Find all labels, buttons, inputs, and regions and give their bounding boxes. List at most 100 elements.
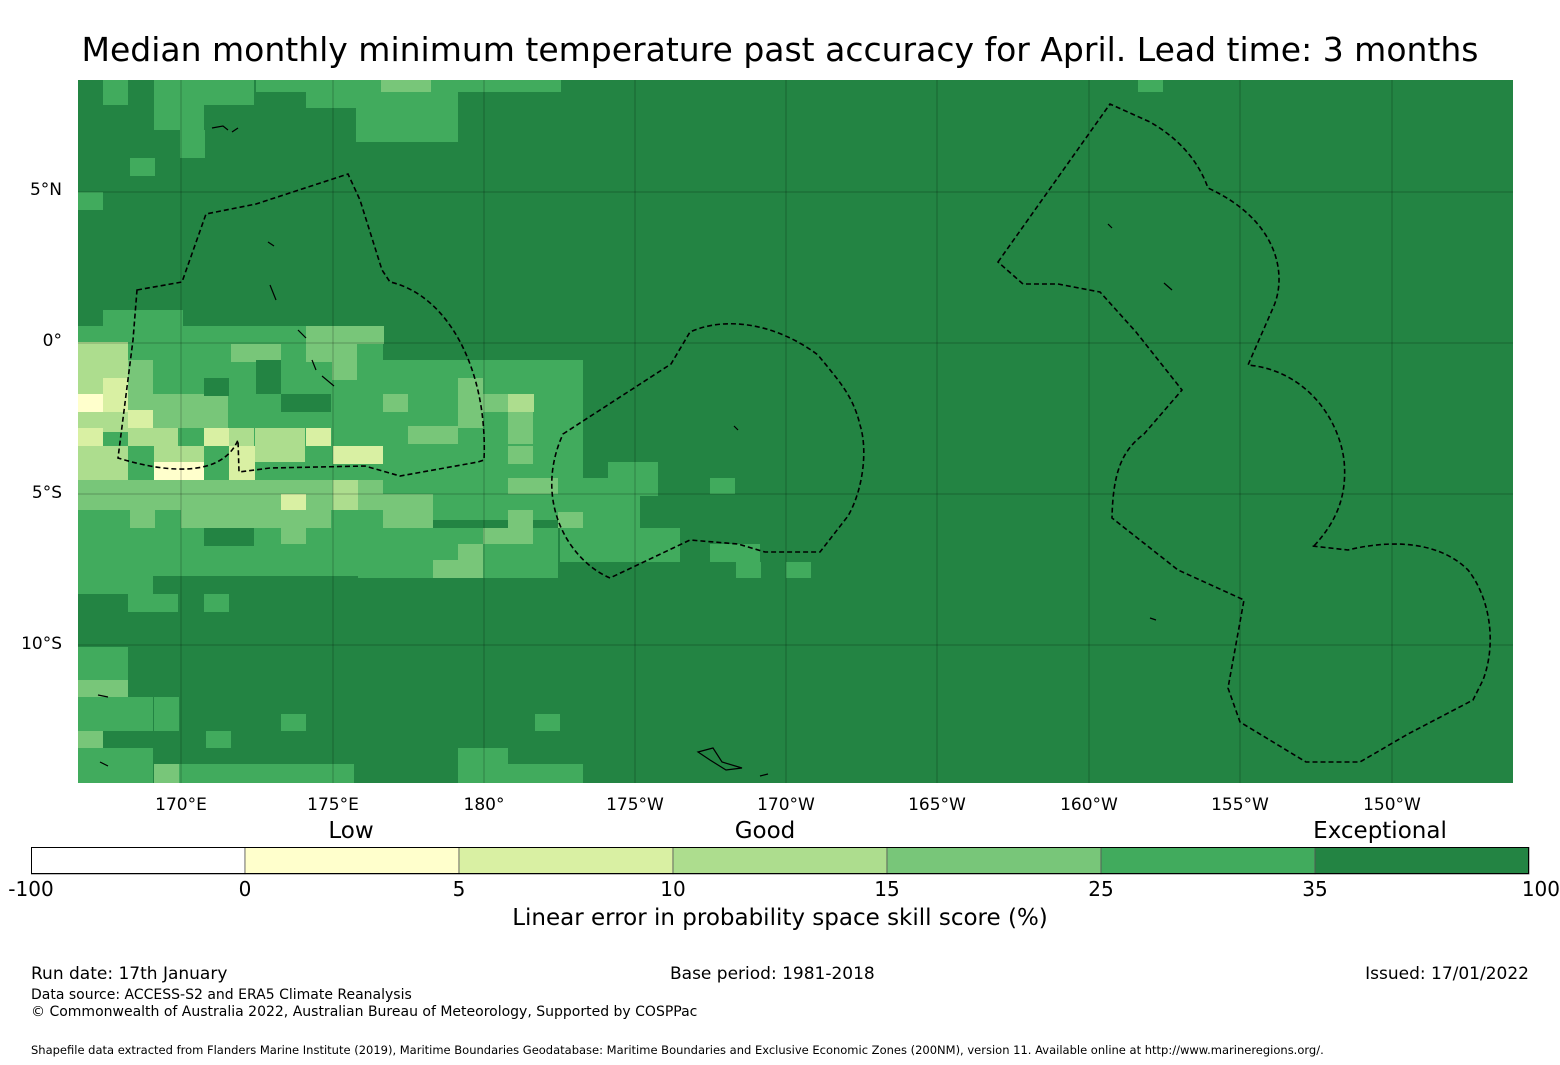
lat-tick-0: 0° [42,331,62,351]
skill-cell [508,510,533,544]
island [321,375,335,387]
data-source: Data source: ACCESS-S2 and ERA5 Climate … [31,987,412,1003]
eez-boundaries [117,103,1491,763]
island [733,425,739,431]
island [759,773,769,777]
colorbar-tick: 5 [452,877,466,901]
skill-cell [381,80,431,92]
island [97,694,109,698]
colorbar-label: Linear error in probability space skill … [512,905,1048,931]
lon-tick-175w: 175°W [606,795,664,815]
island [269,284,277,301]
skill-cell [433,560,483,578]
skill-cell [128,360,153,394]
skill-cell [128,594,178,612]
lat-tick-5n: 5°N [29,180,62,200]
skill-cell [128,428,178,446]
skill-cell [78,748,153,783]
skill-cell [204,428,229,446]
skill-cells [78,80,1163,783]
copyright: © Commonwealth of Australia 2022, Austra… [31,1004,698,1020]
colorbar-tick: 100 [1521,877,1560,901]
skill-cell [736,562,761,578]
island [267,241,275,247]
lon-tick-160w: 160°W [1060,795,1118,815]
skill-cell [710,478,735,494]
colorbar-tick: 25 [1088,877,1114,901]
skill-cell [306,80,356,108]
skill-cell [508,764,583,783]
skill-cell [206,731,231,748]
lon-tick-170w: 170°W [757,795,815,815]
skill-cell [483,394,508,412]
skill-cell [1138,80,1163,92]
skill-cell [333,446,383,464]
skill-cell [231,344,281,362]
base-period: Base period: 1981-2018 [670,964,875,984]
skill-cell [154,462,204,480]
colorbar-segment [886,847,1102,875]
island [311,359,317,371]
skill-cell [408,426,458,444]
skill-cell [306,428,331,446]
skill-cell [508,394,534,412]
colorbar-segment [244,847,460,875]
skill-cell [78,192,103,210]
skill-cell [78,680,128,697]
colorbar-tick: 15 [874,877,900,901]
island [1149,617,1157,621]
skill-cell [154,764,179,783]
colorbar-tick: 0 [238,877,252,901]
skill-cell [180,130,205,158]
run-date: Run date: 17th January [31,964,228,984]
skill-cell [508,478,558,494]
islands [97,125,1173,777]
colorbar-segment [672,847,888,875]
skill-cell [306,326,332,362]
colorbar-segment [31,847,246,875]
skill-cell [710,544,760,562]
skill-cell [256,360,281,394]
skill-cell [78,697,153,731]
category-exceptional: Exceptional [1313,818,1447,844]
skill-cell [154,764,354,783]
skill-cell [181,494,331,528]
skill-cell [333,480,358,512]
shapefile-credit: Shapefile data extracted from Flanders M… [31,1043,1324,1057]
skill-cell [281,510,306,544]
colorbar-tick: 35 [1302,877,1328,901]
lon-tick-155w: 155°W [1211,795,1269,815]
skill-cell [508,446,533,464]
colorbar-segment [1314,847,1530,875]
skill-cell [78,560,103,576]
lon-tick-165w: 165°W [908,795,966,815]
colorbar-tick: 10 [660,877,686,901]
skill-cell [154,80,204,130]
skill-cell [535,714,560,731]
skill-cell [558,512,583,528]
lon-tick-150w: 150°W [1363,795,1421,815]
lon-tick-180: 180° [463,795,505,815]
lat-tick-10s: 10°S [21,634,62,654]
island [231,127,239,133]
issued-date: Issued: 17/01/2022 [1365,964,1529,984]
skill-cell [786,562,811,578]
skill-cell [78,428,103,446]
island [1107,223,1113,229]
skill-cell [154,697,179,731]
colorbar [31,847,1530,875]
category-good: Good [734,818,796,844]
skill-cell [128,410,153,428]
skill-cell [332,344,357,380]
skill-cell [383,394,408,412]
map-title: Median monthly minimum temperature past … [81,30,1479,69]
skill-cell [78,576,153,594]
skill-cell [281,494,306,512]
skill-cell [78,394,103,412]
island [1163,282,1173,291]
skill-cell [103,310,183,328]
skill-cell [78,446,128,480]
skill-cell [204,80,254,105]
island [211,125,229,131]
skill-cell [103,378,128,394]
